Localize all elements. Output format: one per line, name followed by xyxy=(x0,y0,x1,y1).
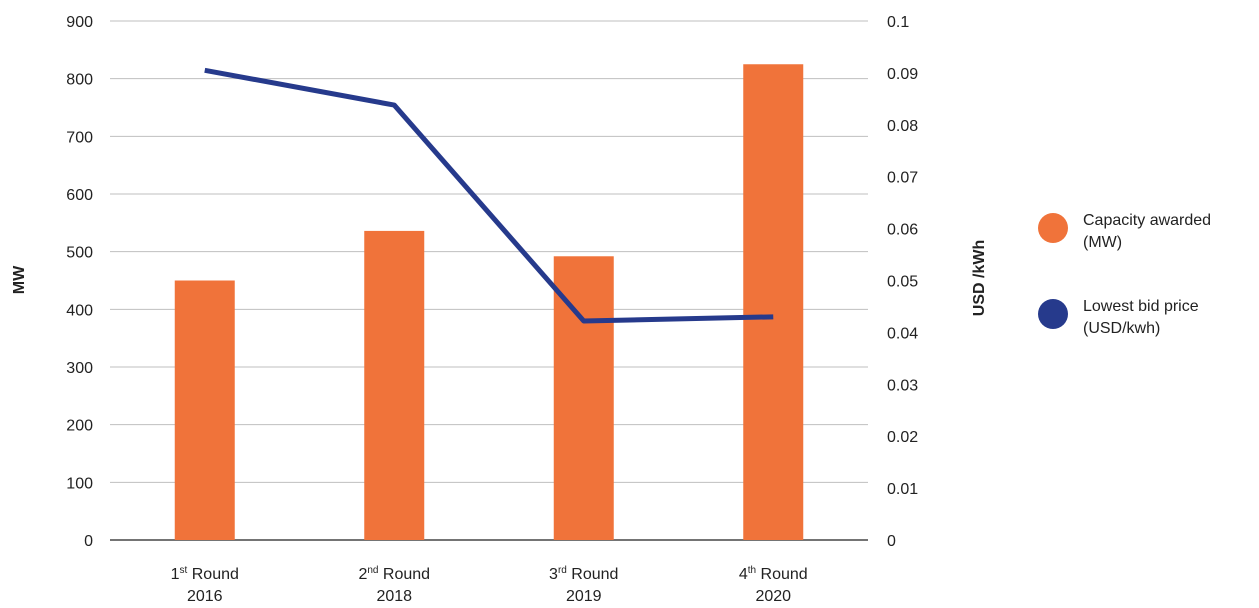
left-tick-label: 900 xyxy=(66,14,93,31)
bars xyxy=(174,64,804,540)
left-tick-label: 700 xyxy=(66,129,93,146)
bar xyxy=(174,280,235,540)
category-year-label: 2020 xyxy=(755,588,791,605)
right-tick-label: 0.04 xyxy=(887,325,918,342)
left-tick-label: 400 xyxy=(66,302,93,319)
legend-label: (MW) xyxy=(1083,234,1122,251)
left-tick-label: 500 xyxy=(66,245,93,262)
right-tick-label: 0.03 xyxy=(887,377,918,394)
right-axis-ticks: 0 0.01 0.02 0.03 0.04 0.05 0.06 0.07 0.08 0.09 0.1 xyxy=(887,14,918,550)
right-tick-label: 0.09 xyxy=(887,66,918,83)
category-year-label: 2019 xyxy=(566,588,602,605)
left-tick-label: 100 xyxy=(66,475,93,492)
legend: Capacity awarded (MW) Lowest bid price (USD… xyxy=(1038,212,1211,337)
left-axis-ticks: 0 100 200 300 400 500 600 700 800 900 xyxy=(66,14,93,550)
legend-label: Capacity awarded xyxy=(1083,212,1211,229)
right-tick-label: 0.07 xyxy=(887,170,918,187)
right-tick-label: 0.01 xyxy=(887,481,918,498)
right-tick-label: 0.1 xyxy=(887,14,909,31)
right-axis-title: USD /kWh xyxy=(971,240,988,316)
category-year-label: 2018 xyxy=(376,588,412,605)
price-line xyxy=(204,67,774,324)
right-tick-label: 0.02 xyxy=(887,429,918,446)
legend-swatch xyxy=(1038,213,1068,243)
left-tick-label: 600 xyxy=(66,187,93,204)
bar xyxy=(743,64,804,540)
gridlines xyxy=(110,20,868,541)
right-tick-label: 0.06 xyxy=(887,222,918,239)
line-series xyxy=(204,67,774,324)
left-tick-label: 800 xyxy=(66,72,93,89)
category-label: 3rd Round xyxy=(549,565,618,583)
right-tick-label: 0 xyxy=(887,533,896,550)
bar xyxy=(364,230,425,540)
left-tick-label: 200 xyxy=(66,418,93,435)
bar xyxy=(553,256,614,540)
left-axis-title: MW xyxy=(11,265,28,294)
category-year-label: 2016 xyxy=(187,588,223,605)
left-tick-label: 300 xyxy=(66,360,93,377)
right-tick-label: 0.05 xyxy=(887,274,918,291)
legend-swatch xyxy=(1038,299,1068,329)
right-tick-label: 0.08 xyxy=(887,118,918,135)
legend-label: (USD/kwh) xyxy=(1083,320,1160,337)
category-label: 4th Round xyxy=(739,565,808,583)
legend-label: Lowest bid price xyxy=(1083,298,1199,315)
category-labels: 1st Round 2016 2nd Round 2018 3rd Round 2019 4… xyxy=(171,565,808,605)
left-tick-label: 0 xyxy=(84,533,93,550)
category-label: 2nd Round xyxy=(358,565,430,583)
category-label: 1st Round xyxy=(171,565,239,583)
